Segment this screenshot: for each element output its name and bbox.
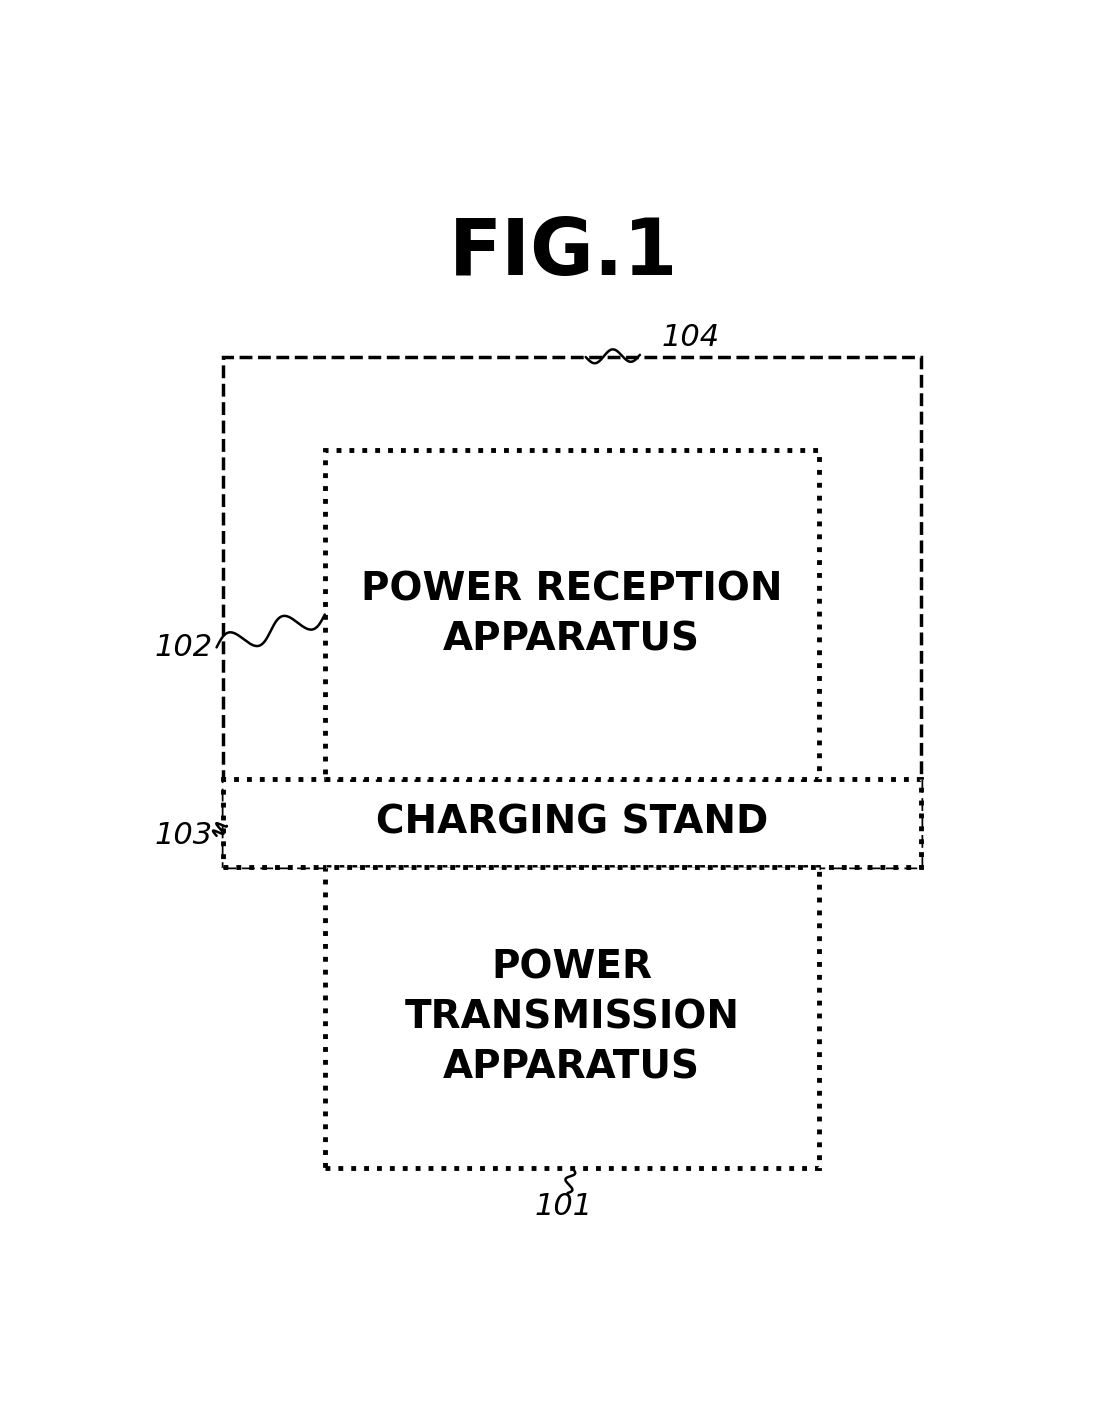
Text: POWER RECEPTION
APPARATUS: POWER RECEPTION APPARATUS <box>360 571 782 659</box>
Bar <box>222 357 921 867</box>
Text: 102: 102 <box>154 633 212 662</box>
Text: FIG.1: FIG.1 <box>448 215 678 290</box>
Text: 104: 104 <box>662 323 720 351</box>
Text: 103: 103 <box>154 821 212 851</box>
Bar <box>222 778 921 867</box>
Bar <box>325 450 819 778</box>
Text: 101: 101 <box>534 1191 592 1221</box>
Text: POWER
TRANSMISSION
APPARATUS: POWER TRANSMISSION APPARATUS <box>404 948 740 1086</box>
Bar <box>325 867 819 1168</box>
Text: CHARGING STAND: CHARGING STAND <box>376 804 768 842</box>
